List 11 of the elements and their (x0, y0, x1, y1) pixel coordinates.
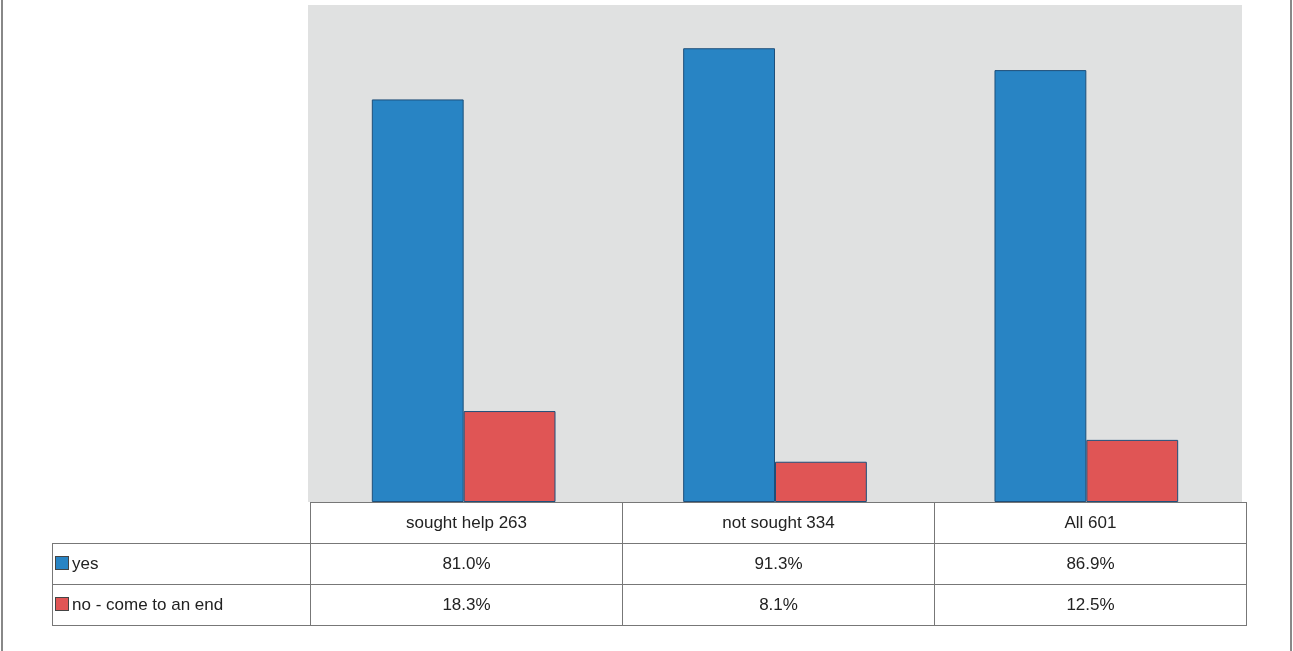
x-tick-label: All 601 (934, 502, 1247, 544)
x-tick-label: not sought 334 (622, 502, 935, 544)
data-label: 12.5% (934, 584, 1247, 626)
data-label: 8.1% (622, 584, 935, 626)
data-label: 18.3% (310, 584, 623, 626)
data-label: 91.3% (622, 543, 935, 585)
data-label: 86.9% (934, 543, 1247, 585)
legend-label: yes (52, 543, 311, 585)
data-label: 81.0% (310, 543, 623, 585)
x-tick-label: sought help 263 (310, 502, 623, 544)
legend-label: no - come to an end (52, 584, 311, 626)
